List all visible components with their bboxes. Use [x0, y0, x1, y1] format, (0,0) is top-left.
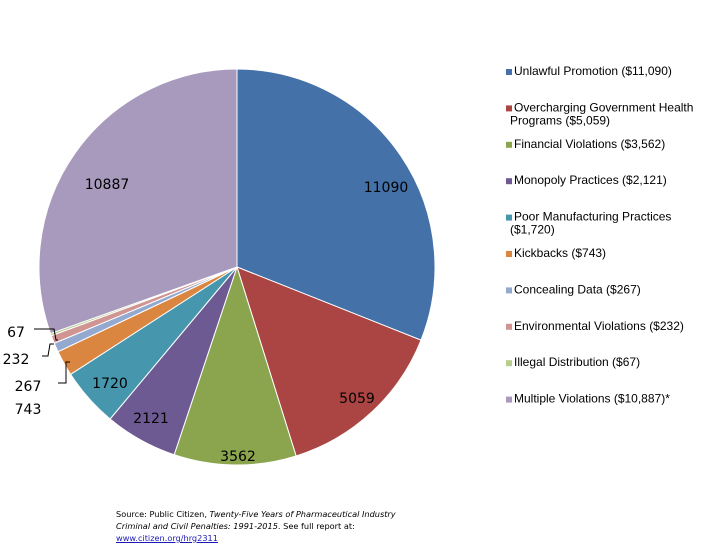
legend-swatch-concealing-data	[506, 287, 512, 294]
source-note: Source: Public Citizen, Twenty-Five Year…	[116, 508, 416, 544]
legend-swatch-multiple-violations	[506, 396, 512, 403]
data-label-multiple-violations: 10887	[85, 177, 130, 193]
legend-item-multiple-violations: Multiple Violations ($10,887)*	[506, 392, 670, 406]
data-labels: 11090 5059 3562 2121 1720 743 267 232 67 10887	[3, 177, 409, 465]
legend-item-unlawful-promotion: Unlawful Promotion ($11,090)	[506, 64, 672, 78]
data-label-illegal-distribution: 67	[7, 325, 25, 341]
leader-line-concealing-data	[58, 361, 70, 384]
pie-slice-overcharging-government-health-programs	[236, 266, 422, 457]
data-label-financial-violations: 3562	[220, 449, 256, 465]
leader-line-illegal-distribution	[34, 328, 58, 341]
legend-item-kickbacks: Kickbacks ($743)	[506, 246, 606, 260]
source-report-title: Twenty-Five Years of Pharmaceutical Indu…	[116, 509, 396, 531]
legend-swatch-illegal-distribution	[506, 360, 512, 367]
legend-item-financial-violations: Financial Violations ($3,562)	[506, 137, 665, 151]
legend-swatch-environmental-violations	[506, 323, 512, 330]
legend-label-kickbacks: Kickbacks ($743)	[514, 246, 606, 260]
legend-item-illegal-distribution: Illegal Distribution ($67)	[506, 355, 640, 369]
data-label-environmental-violations: 232	[3, 352, 30, 368]
data-label-overcharging-government-health-programs: 5059	[339, 391, 375, 407]
legend-swatch-overcharging-government-health-programs	[506, 105, 512, 112]
source-prefix: Source: Public Citizen,	[116, 509, 210, 519]
leader-lines	[34, 328, 70, 384]
legend-label-unlawful-promotion: Unlawful Promotion ($11,090)	[514, 64, 672, 78]
legend-item-monopoly-practices: Monopoly Practices ($2,121)	[506, 173, 667, 187]
legend-label-financial-violations: Financial Violations ($3,562)	[514, 137, 665, 151]
legend-item-environmental-violations: Environmental Violations ($232)	[506, 319, 684, 333]
data-label-poor-manufacturing-practices: 1720	[92, 376, 128, 392]
data-label-unlawful-promotion: 11090	[364, 180, 409, 196]
legend: Unlawful Promotion ($11,090) Overcharging…	[506, 64, 693, 406]
legend-item-poor-manufacturing-practices: Poor Manufacturing Practices ($1,720)	[506, 210, 671, 237]
pie-slices	[38, 68, 436, 466]
data-label-kickbacks: 743	[15, 402, 42, 418]
pie-slice-financial-violations	[173, 265, 297, 466]
legend-swatch-financial-violations	[506, 141, 512, 148]
legend-item-overcharging-government-health-programs: Overcharging Government Health Programs (…	[506, 101, 693, 128]
data-label-concealing-data: 267	[15, 379, 42, 395]
legend-swatch-unlawful-promotion	[506, 69, 512, 75]
source-link[interactable]: www.citizen.org/hrg2311	[116, 533, 218, 543]
legend-label-illegal-distribution: Illegal Distribution ($67)	[514, 355, 640, 369]
legend-swatch-kickbacks	[506, 251, 512, 257]
data-label-monopoly-practices: 2121	[133, 411, 169, 427]
legend-label-concealing-data: Concealing Data ($267)	[514, 283, 641, 297]
legend-swatch-monopoly-practices	[506, 178, 512, 185]
source-middle: . See full report at:	[277, 521, 355, 531]
legend-item-concealing-data: Concealing Data ($267)	[506, 283, 641, 297]
legend-label-environmental-violations: Environmental Violations ($232)	[514, 319, 684, 333]
legend-label-multiple-violations: Multiple Violations ($10,887)*	[514, 392, 670, 406]
legend-label-monopoly-practices: Monopoly Practices ($2,121)	[514, 173, 667, 187]
legend-label-overcharging-government-health-programs: Overcharging Government Health Programs (…	[510, 101, 693, 128]
pie-slice-unlawful-promotion	[236, 68, 436, 341]
legend-swatch-poor-manufacturing-practices	[506, 214, 512, 221]
pie-slice-multiple-violations	[38, 68, 238, 335]
leader-line-environmental-violations	[42, 343, 54, 357]
legend-label-poor-manufacturing-practices: Poor Manufacturing Practices ($1,720)	[510, 210, 671, 237]
